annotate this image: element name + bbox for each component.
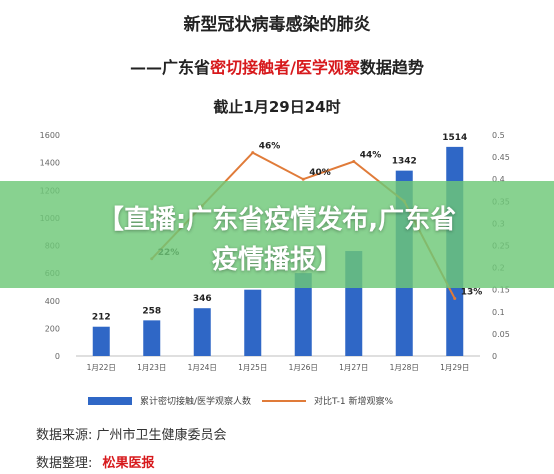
title-sub-prefix: ——广东省 (130, 58, 211, 77)
line-data-label: 46% (259, 142, 281, 152)
bar-data-label: 212 (92, 313, 111, 323)
bar (193, 308, 211, 356)
editor-logo: 松果医报 (102, 456, 155, 471)
title-sub: ——广东省密切接触者/医学观察数据趋势 (0, 54, 554, 78)
x-tick-label: 1月27日 (339, 363, 368, 372)
live-banner: 【直播:广东省疫情发布,广东省 疫情播报】 (0, 181, 554, 288)
line-data-label: 13% (461, 288, 483, 298)
editor-label: 数据整理: (36, 456, 93, 471)
title-main: 新型冠状病毒感染的肺炎 (183, 15, 371, 35)
y-right-tick-label: 0.15 (492, 286, 510, 295)
legend-item-line: 对比T-1 新增观察% (262, 394, 393, 407)
bar (92, 326, 110, 356)
title-sub-highlight: 密切接触者/医学观察 (210, 58, 360, 77)
y-left-tick-label: 0 (55, 352, 60, 361)
source-line: 数据来源: 广州市卫生健康委员会 (36, 424, 227, 443)
y-left-tick-label: 1400 (40, 159, 60, 168)
bar (294, 273, 312, 356)
legend-line-swatch (262, 399, 306, 402)
bar (143, 320, 161, 356)
legend-bar-swatch (88, 396, 132, 405)
line-point (352, 160, 356, 164)
editor-line: 数据整理: 松果医报 (36, 452, 155, 471)
title-date: 截止1月29日24时 (213, 98, 341, 116)
bar (244, 289, 262, 356)
x-tick-label: 1月28日 (390, 363, 419, 372)
title-sub-suffix: 数据趋势 (359, 58, 424, 77)
legend-item-bar: 累计密切接触/医学观察人数 (88, 394, 251, 407)
x-tick-label: 1月23日 (137, 363, 166, 372)
line-data-label: 44% (360, 151, 382, 161)
bar-data-label: 346 (193, 294, 212, 304)
legend-line-label: 对比T-1 新增观察% (314, 397, 394, 407)
x-tick-label: 1月26日 (289, 363, 318, 372)
source-value: 广州市卫生健康委员会 (96, 428, 227, 443)
x-tick-label: 1月29日 (440, 363, 469, 372)
legend-bar-label: 累计密切接触/医学观察人数 (140, 397, 252, 407)
x-tick-label: 1月25日 (238, 363, 267, 372)
y-right-tick-label: 0.5 (492, 131, 505, 140)
y-right-tick-label: 0.4 (492, 175, 505, 184)
y-right-tick-label: 0 (492, 352, 497, 361)
source-label: 数据来源: (36, 428, 93, 443)
y-right-tick-label: 0.1 (492, 308, 505, 317)
line-data-label: 40% (309, 168, 331, 178)
line-point (301, 177, 305, 181)
y-left-tick-label: 1600 (40, 131, 60, 140)
x-tick-label: 1月24日 (188, 363, 217, 372)
bar-data-label: 1342 (392, 157, 417, 167)
y-right-tick-label: 0.05 (492, 330, 510, 339)
bar-data-label: 1514 (442, 133, 467, 143)
line-point (251, 151, 255, 155)
banner-line-2: 疫情播报】 (211, 245, 342, 275)
line-point (453, 297, 457, 301)
y-right-tick-label: 0.45 (492, 153, 510, 162)
bar-data-label: 258 (142, 306, 161, 316)
banner-line-1: 【直播:广东省疫情发布,广东省 (97, 205, 457, 235)
x-tick-label: 1月22日 (87, 363, 116, 372)
chart-legend: 累计密切接触/医学观察人数 对比T-1 新增观察% (0, 394, 554, 408)
y-left-tick-label: 400 (45, 297, 60, 306)
y-left-tick-label: 200 (45, 324, 60, 333)
